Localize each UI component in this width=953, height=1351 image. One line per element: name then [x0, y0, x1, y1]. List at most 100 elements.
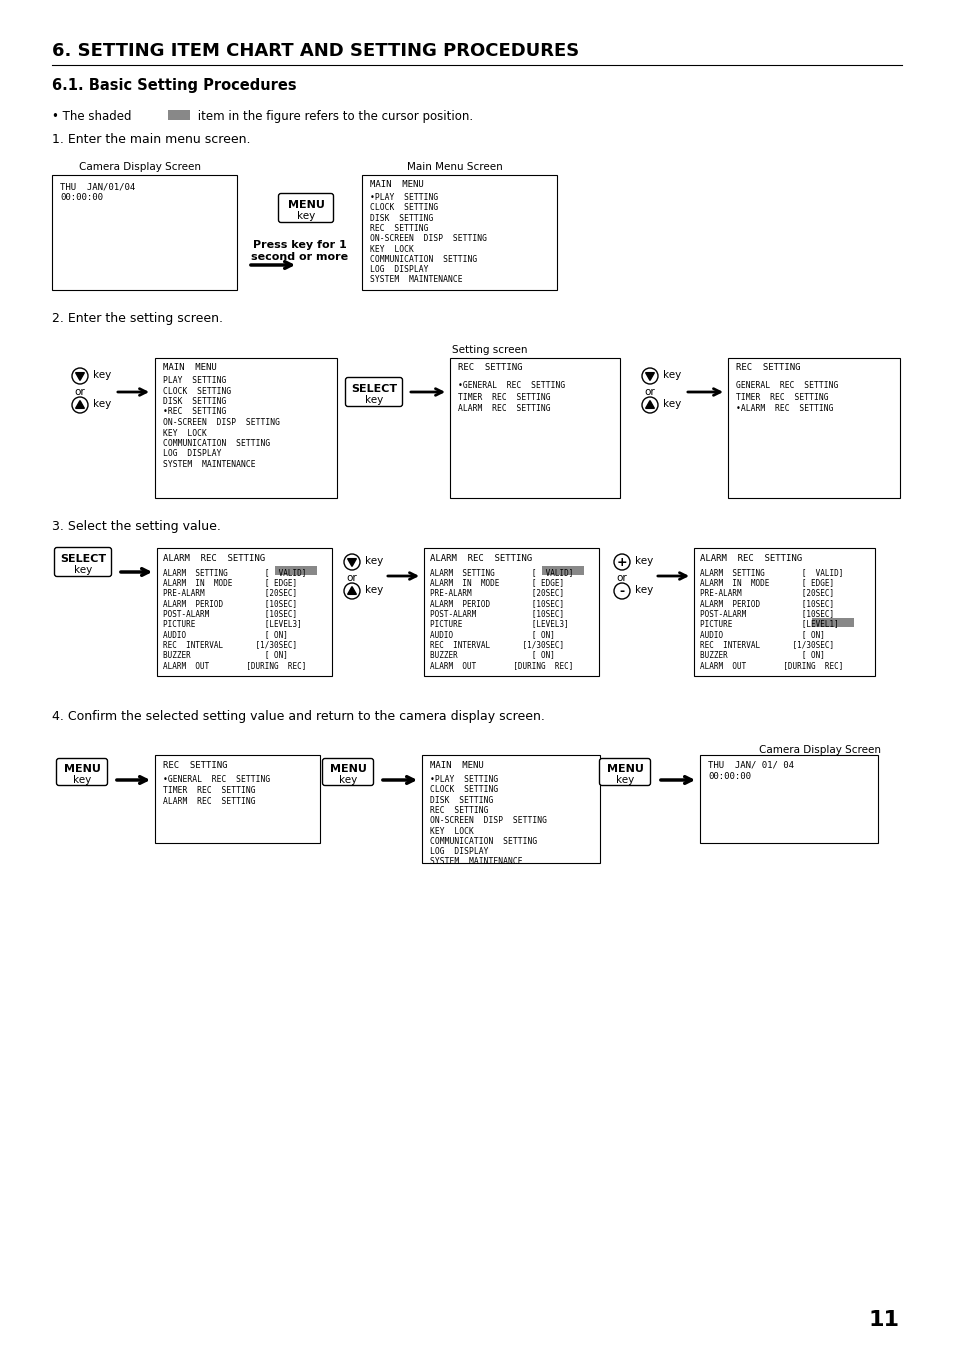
Text: SYSTEM  MAINTENANCE: SYSTEM MAINTENANCE	[370, 276, 462, 285]
Text: 3. Select the setting value.: 3. Select the setting value.	[52, 520, 221, 534]
Text: COMMUNICATION  SETTING: COMMUNICATION SETTING	[163, 439, 270, 449]
Text: POST-ALARM            [10SEC]: POST-ALARM [10SEC]	[700, 609, 833, 619]
Bar	[168, 109, 190, 120]
Text: MENU: MENU	[606, 765, 642, 774]
FancyBboxPatch shape	[345, 377, 402, 407]
Bar	[154, 755, 319, 843]
Text: 4. Confirm the selected setting value and return to the camera display screen.: 4. Confirm the selected setting value an…	[52, 711, 544, 723]
Text: DISK  SETTING: DISK SETTING	[430, 796, 493, 805]
Text: TIMER  REC  SETTING: TIMER REC SETTING	[457, 393, 550, 401]
Text: ALARM  REC  SETTING: ALARM REC SETTING	[457, 404, 550, 413]
Text: SELECT: SELECT	[60, 554, 106, 563]
Text: CLOCK  SETTING: CLOCK SETTING	[370, 203, 437, 212]
Text: CLOCK  SETTING: CLOCK SETTING	[430, 785, 497, 794]
Text: BUZZER                [ ON]: BUZZER [ ON]	[700, 650, 824, 659]
Text: ON-SCREEN  DISP  SETTING: ON-SCREEN DISP SETTING	[163, 417, 280, 427]
Text: REC  SETTING: REC SETTING	[163, 761, 227, 770]
Text: ALARM  IN  MODE       [ EDGE]: ALARM IN MODE [ EDGE]	[700, 578, 833, 588]
Text: ON-SCREEN  DISP  SETTING: ON-SCREEN DISP SETTING	[430, 816, 546, 825]
Text: THU  JAN/01/04: THU JAN/01/04	[60, 182, 135, 190]
Text: AUDIO                 [ ON]: AUDIO [ ON]	[163, 630, 288, 639]
Bar	[361, 176, 557, 290]
Text: KEY  LOCK: KEY LOCK	[163, 428, 207, 438]
Text: LOG  DISPLAY: LOG DISPLAY	[163, 450, 221, 458]
Text: ALARM  REC  SETTING: ALARM REC SETTING	[700, 554, 801, 563]
Text: •PLAY  SETTING: •PLAY SETTING	[430, 775, 497, 784]
Text: 6.1. Basic Setting Procedures: 6.1. Basic Setting Procedures	[52, 78, 296, 93]
Polygon shape	[347, 559, 356, 566]
Text: CLOCK  SETTING: CLOCK SETTING	[163, 386, 231, 396]
Text: REC  SETTING: REC SETTING	[370, 224, 428, 232]
Text: second or more: second or more	[252, 253, 348, 262]
Polygon shape	[75, 401, 84, 408]
Text: ALARM  IN  MODE       [ EDGE]: ALARM IN MODE [ EDGE]	[430, 578, 563, 588]
FancyBboxPatch shape	[322, 758, 374, 785]
Bar	[52, 176, 236, 290]
Text: GENERAL  REC  SETTING: GENERAL REC SETTING	[735, 381, 838, 390]
Text: SYSTEM  MAINTENANCE: SYSTEM MAINTENANCE	[163, 459, 255, 469]
Text: Press key for 1: Press key for 1	[253, 240, 347, 250]
Text: ALARM  PERIOD         [10SEC]: ALARM PERIOD [10SEC]	[700, 598, 833, 608]
Text: PICTURE               [LEVEL3]: PICTURE [LEVEL3]	[430, 620, 568, 628]
Text: ON-SCREEN  DISP  SETTING: ON-SCREEN DISP SETTING	[370, 234, 486, 243]
Text: TIMER  REC  SETTING: TIMER REC SETTING	[735, 393, 828, 401]
Text: 2. Enter the setting screen.: 2. Enter the setting screen.	[52, 312, 223, 326]
Text: MAIN  MENU: MAIN MENU	[370, 180, 423, 189]
Text: AUDIO                 [ ON]: AUDIO [ ON]	[430, 630, 555, 639]
Text: ALARM  REC  SETTING: ALARM REC SETTING	[430, 554, 532, 563]
Text: ALARM  PERIOD         [10SEC]: ALARM PERIOD [10SEC]	[163, 598, 296, 608]
Text: •GENERAL  REC  SETTING: •GENERAL REC SETTING	[457, 381, 565, 390]
Text: key: key	[72, 775, 91, 785]
Text: •REC  SETTING: •REC SETTING	[163, 408, 226, 416]
Text: REC  SETTING: REC SETTING	[457, 363, 522, 372]
Text: ALARM  OUT        [DURING  REC]: ALARM OUT [DURING REC]	[700, 661, 842, 670]
Text: Setting screen: Setting screen	[452, 345, 527, 355]
Text: POST-ALARM            [10SEC]: POST-ALARM [10SEC]	[163, 609, 296, 619]
Text: ALARM  SETTING        [  VALID]: ALARM SETTING [ VALID]	[700, 567, 842, 577]
Polygon shape	[645, 401, 654, 408]
Text: key: key	[92, 370, 112, 380]
Text: SELECT: SELECT	[351, 384, 396, 394]
Text: MENU: MENU	[64, 765, 100, 774]
Text: THU  JAN/ 01/ 04: THU JAN/ 01/ 04	[707, 761, 793, 770]
Text: KEY  LOCK: KEY LOCK	[370, 245, 414, 254]
Text: 1. Enter the main menu screen.: 1. Enter the main menu screen.	[52, 132, 251, 146]
FancyBboxPatch shape	[598, 758, 650, 785]
Text: REC  INTERVAL       [1/30SEC]: REC INTERVAL [1/30SEC]	[163, 640, 296, 648]
Text: or: or	[644, 386, 655, 397]
FancyBboxPatch shape	[278, 193, 334, 223]
Bar	[421, 755, 599, 863]
Text: ALARM  PERIOD         [10SEC]: ALARM PERIOD [10SEC]	[430, 598, 563, 608]
Text: •ALARM  REC  SETTING: •ALARM REC SETTING	[735, 404, 833, 413]
Text: key: key	[365, 585, 383, 594]
Text: key: key	[364, 394, 383, 405]
Bar	[693, 549, 874, 676]
Bar	[157, 549, 332, 676]
Text: POST-ALARM            [10SEC]: POST-ALARM [10SEC]	[430, 609, 563, 619]
Bar	[727, 358, 899, 499]
Text: PRE-ALARM             [20SEC]: PRE-ALARM [20SEC]	[430, 589, 563, 597]
Bar	[423, 549, 598, 676]
Text: key: key	[365, 557, 383, 566]
Polygon shape	[75, 373, 84, 381]
Text: •PLAY  SETTING: •PLAY SETTING	[370, 193, 437, 203]
Text: ALARM  OUT        [DURING  REC]: ALARM OUT [DURING REC]	[163, 661, 306, 670]
Text: Camera Display Screen: Camera Display Screen	[79, 162, 201, 172]
Text: PICTURE               [LEVEL3]: PICTURE [LEVEL3]	[163, 620, 301, 628]
Text: ALARM  SETTING        [  VALID]: ALARM SETTING [ VALID]	[430, 567, 573, 577]
Text: BUZZER                [ ON]: BUZZER [ ON]	[430, 650, 555, 659]
Text: BUZZER                [ ON]: BUZZER [ ON]	[163, 650, 288, 659]
Text: SYSTEM  MAINTENANCE: SYSTEM MAINTENANCE	[430, 858, 522, 866]
Text: • The shaded: • The shaded	[52, 109, 135, 123]
Text: ALARM  REC  SETTING: ALARM REC SETTING	[163, 797, 255, 807]
Text: or: or	[616, 573, 627, 584]
Text: COMMUNICATION  SETTING: COMMUNICATION SETTING	[370, 255, 476, 263]
Text: ALARM  SETTING        [  VALID]: ALARM SETTING [ VALID]	[163, 567, 306, 577]
Text: or: or	[346, 573, 357, 584]
Text: LOG  DISPLAY: LOG DISPLAY	[370, 265, 428, 274]
Bar	[274, 566, 316, 576]
Text: PICTURE               [LEVEL1]: PICTURE [LEVEL1]	[700, 620, 838, 628]
Text: 00:00:00: 00:00:00	[707, 771, 750, 781]
Text: key: key	[338, 775, 356, 785]
Text: key: key	[73, 565, 92, 576]
